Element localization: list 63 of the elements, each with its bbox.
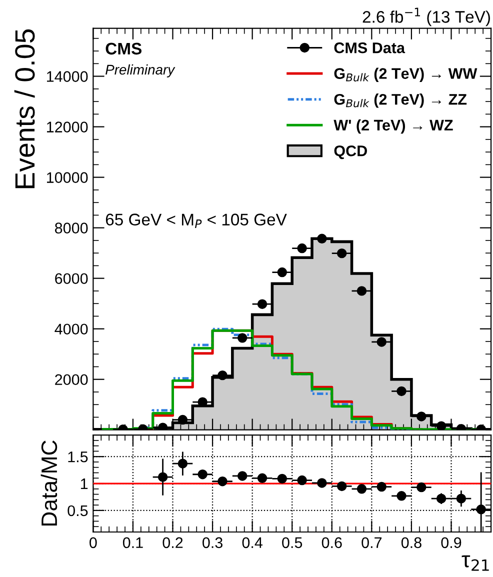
point	[317, 478, 327, 488]
legend-label: QCD	[334, 145, 367, 160]
x-tick-label: 0.3	[202, 537, 222, 548]
y-tick-label: 8000	[54, 222, 88, 234]
x-tick-label: 0.4	[242, 537, 262, 548]
point	[277, 267, 288, 278]
x-tick-label: 0.5	[282, 537, 302, 548]
y-axis-title: Data/MC	[40, 440, 58, 526]
point	[297, 243, 307, 254]
y-tick-label: 4000	[54, 324, 88, 335]
legend-label: G$_{Bulk}$ (2 TeV) → WW	[334, 68, 478, 82]
y-tick-label: 2000	[55, 374, 88, 386]
point	[178, 458, 188, 468]
point	[456, 494, 466, 504]
text: 2.6 fb$^{−1}$ (13 TeV)	[362, 8, 490, 26]
annotation: 65 GeV < M$_{P}$ < 105 GeV	[106, 214, 287, 228]
x-tick-label: 0.6	[322, 537, 342, 548]
point	[336, 481, 347, 492]
legend-label: CMS Data	[334, 42, 406, 54]
x-axis-title: τ$_{21}$	[462, 555, 489, 571]
point	[238, 471, 248, 481]
point	[416, 412, 426, 422]
x-tick-label: 0.9	[441, 537, 462, 548]
point	[376, 337, 386, 347]
point	[356, 286, 367, 296]
point	[198, 470, 208, 480]
x-tick-label: 0.7	[362, 537, 382, 548]
point	[317, 234, 327, 244]
y-tick-label: 0.5	[68, 505, 88, 516]
point	[277, 474, 288, 484]
x-tick-label: 0	[90, 537, 97, 548]
point	[416, 482, 426, 492]
x-tick-label: 0.2	[162, 537, 183, 548]
y-tick-label: 14000	[47, 71, 88, 82]
y-tick-label: 12000	[47, 122, 88, 132]
point	[158, 422, 168, 430]
x-tick-label: 0.1	[122, 537, 143, 548]
x-tick-label: 0.8	[401, 537, 422, 548]
point	[218, 476, 228, 486]
annotation: Preliminary	[106, 64, 176, 78]
point	[218, 370, 228, 380]
legend-label: W' (2 TeV) → WZ	[334, 119, 453, 134]
legend-label: G$_{Bulk}$ (2 TeV) → ZZ	[334, 94, 467, 108]
point	[297, 475, 307, 486]
point	[476, 504, 486, 514]
y-tick-label: 10000	[47, 172, 88, 183]
point	[396, 386, 406, 396]
y-tick-label: 1.5	[68, 452, 88, 462]
point	[257, 299, 268, 309]
y-tick-label: 6000	[55, 273, 88, 284]
point	[436, 421, 446, 430]
point	[158, 472, 168, 482]
y-tick-label: 1	[80, 478, 88, 490]
point	[238, 333, 248, 343]
point	[178, 414, 188, 425]
point	[376, 482, 386, 492]
annotation: CMS	[106, 42, 142, 55]
point	[336, 248, 347, 258]
y-axis-title: Events / 0.05	[14, 29, 35, 188]
point	[257, 473, 268, 483]
point	[356, 484, 367, 494]
point	[396, 491, 406, 501]
point	[436, 494, 446, 504]
